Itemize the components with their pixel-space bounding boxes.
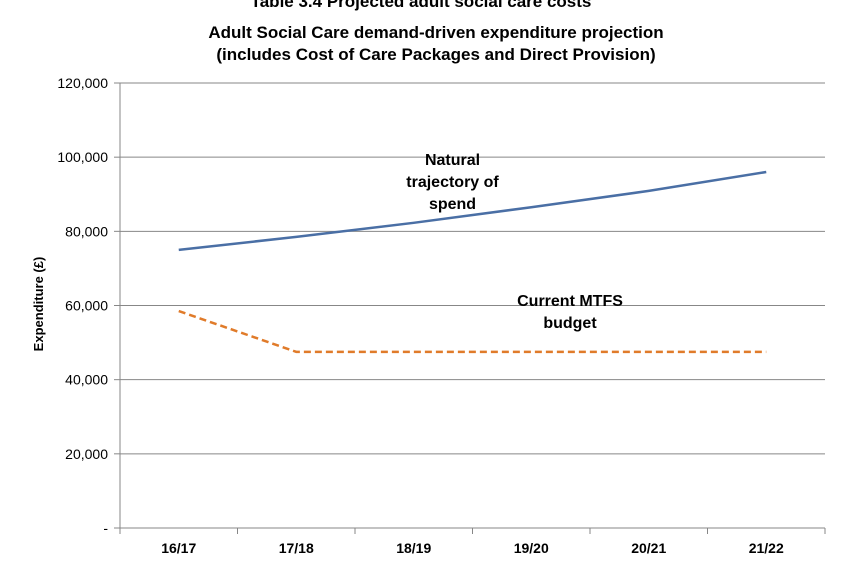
y-tick-label: 100,000 [57,149,108,165]
natural-trajectory-label: Natural [425,152,480,169]
y-tick-label: - [103,520,108,536]
x-tick-label: 16/17 [161,540,196,556]
gridlines [120,82,825,455]
natural-trajectory-label: trajectory of [406,174,499,191]
x-tick-label: 18/19 [396,540,431,556]
x-tick-label: 21/22 [749,540,784,556]
x-tick-label: 17/18 [279,540,314,556]
mtfs-budget-line [178,309,767,354]
series-lines [178,170,767,354]
mtfs-budget-label: Current MTFS [517,293,623,310]
chart-title-line-1: Adult Social Care demand-driven expendit… [208,23,663,42]
y-tick-label: 80,000 [65,223,108,239]
top-caption: Table 3.4 Projected adult social care co… [251,0,592,11]
x-tick-label: 19/20 [514,540,549,556]
x-tick-label: 20/21 [631,540,666,556]
x-tick-labels: 16/17 17/18 18/19 19/20 20/21 21/22 [161,540,784,556]
chart-title-line-2: (includes Cost of Care Packages and Dire… [216,45,655,64]
axes [114,82,826,534]
mtfs-budget-label: budget [543,315,597,332]
natural-trajectory-line [178,170,767,252]
y-tick-label: 60,000 [65,298,108,314]
y-tick-label: 20,000 [65,446,108,462]
natural-trajectory-label: spend [429,196,476,213]
y-tick-labels: - 20,000 40,000 60,000 80,000 100,000 120,000 [57,75,108,536]
series-labels: Natural trajectory of spend Current MTFS bud… [406,152,623,332]
y-tick-label: 40,000 [65,372,108,388]
y-axis-label: Expenditure (£) [31,257,46,352]
y-tick-label: 120,000 [57,75,108,91]
